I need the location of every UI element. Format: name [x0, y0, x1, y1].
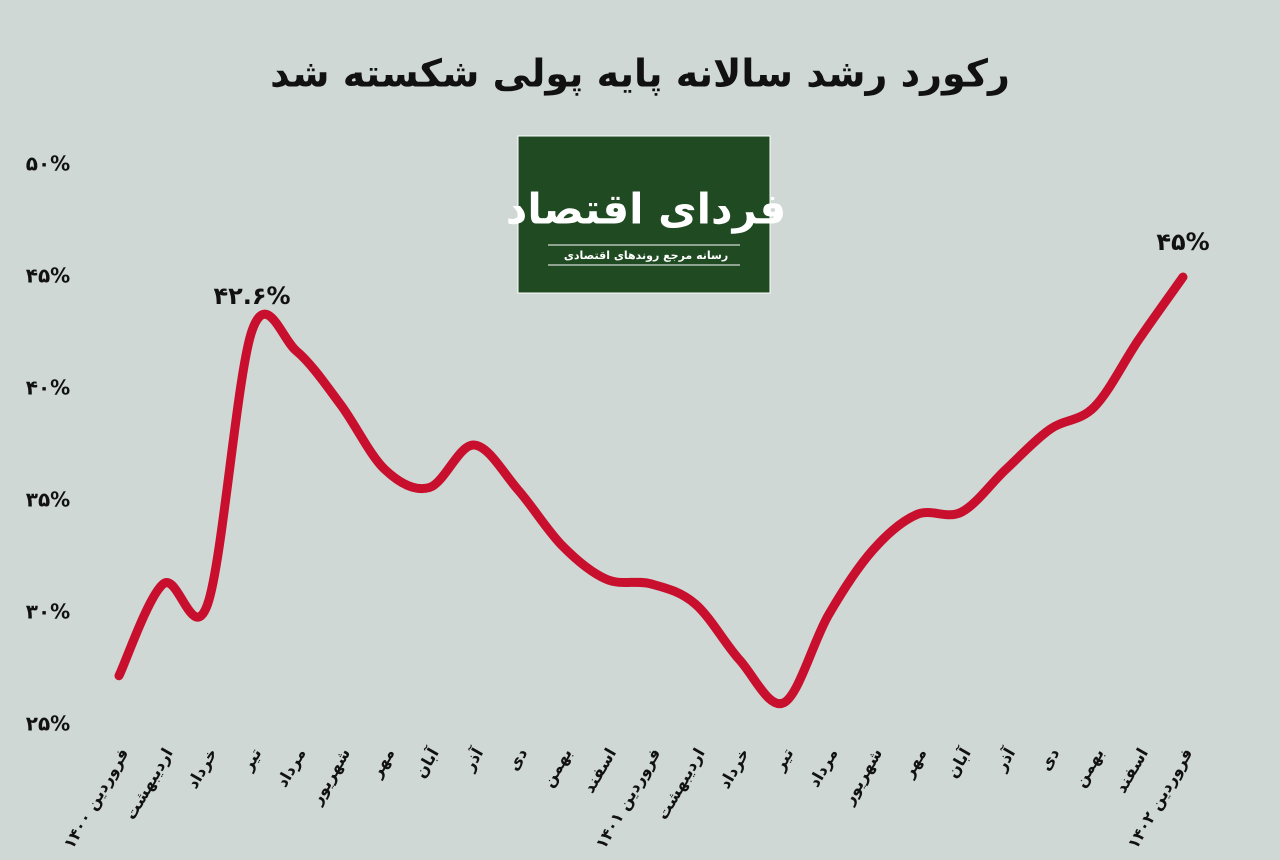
chart-title: رکورد رشد سالانه پایه پولی شکسته شد: [270, 52, 1010, 96]
y-tick-label: ۴۵%: [26, 264, 70, 288]
y-tick-label: ۲۵%: [26, 712, 70, 736]
data-label: ۴۵%: [1156, 228, 1209, 256]
y-tick-label: ۵۰%: [26, 152, 70, 176]
logo-tagline: رسانه مرجع روندهای اقتصادی: [564, 249, 728, 262]
logo-box: [517, 135, 771, 294]
data-label: ۴۲.۶%: [213, 282, 290, 310]
y-tick-label: ۳۰%: [26, 600, 70, 624]
y-tick-label: ۳۵%: [26, 488, 70, 512]
logo-name: فردای اقتصاد: [506, 185, 786, 235]
line: [114, 272, 1188, 709]
y-tick-label: ۴۰%: [26, 376, 70, 400]
